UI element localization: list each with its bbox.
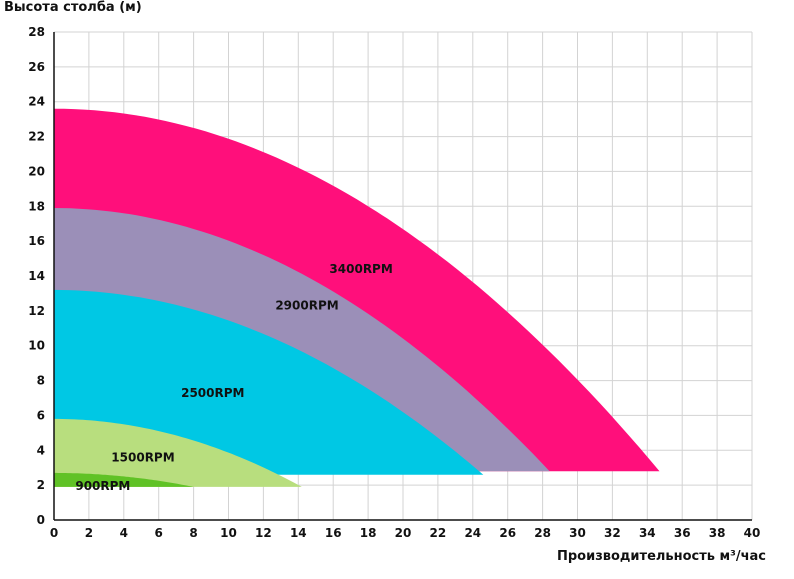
x-tick-label: 40 [744,526,761,540]
x-tick-label: 14 [290,526,307,540]
rpm-areas [54,108,660,487]
y-tick-label: 14 [28,269,45,283]
x-tick-label: 6 [155,526,163,540]
y-tick-label: 2 [37,478,45,492]
y-tick-label: 26 [28,60,45,74]
x-tick-label: 8 [189,526,197,540]
y-tick-label: 20 [28,164,45,178]
series-label-2900rpm: 2900RPM [275,299,338,313]
x-tick-label: 4 [120,526,128,540]
x-tick-label: 30 [569,526,586,540]
x-tick-label: 28 [534,526,551,540]
y-tick-label: 4 [37,443,45,457]
x-tick-label: 24 [464,526,481,540]
series-labels: 3400RPM 2900RPM 2500RPM 1500RPM 900RPM [75,262,392,493]
axes [53,32,752,521]
y-tick-label: 18 [28,199,45,213]
series-label-1500rpm: 1500RPM [111,450,174,464]
y-tick-label: 22 [28,130,45,144]
y-tick-label: 28 [28,25,45,39]
y-tick-label: 6 [37,408,45,422]
y-tick-label: 16 [28,234,45,248]
y-tick-label: 10 [28,339,45,353]
y-tick-label: 0 [37,513,45,527]
series-label-3400rpm: 3400RPM [329,262,392,276]
x-axis-title: Производительность м³/час [556,549,766,564]
x-tick-labels: 0 2 4 6 8 10 12 14 16 18 20 22 24 26 28 30 32 34 36 38 40 [50,526,761,540]
x-tick-label: 10 [220,526,237,540]
x-tick-label: 2 [85,526,93,540]
x-tick-label: 34 [639,526,656,540]
x-tick-label: 22 [430,526,447,540]
series-label-900rpm: 900RPM [75,479,130,493]
x-tick-label: 32 [604,526,621,540]
area-900rpm [54,472,194,487]
x-tick-label: 12 [255,526,272,540]
area-1500rpm [54,418,302,487]
x-tick-label: 0 [50,526,58,540]
x-tick-label: 20 [395,526,412,540]
area-2500rpm [54,289,484,475]
y-tick-label: 8 [37,374,45,388]
y-axis-title: Высота столба (м) [4,0,142,15]
x-tick-label: 16 [325,526,342,540]
series-label-2500rpm: 2500RPM [181,386,244,400]
x-tick-label: 36 [674,526,691,540]
x-tick-label: 18 [360,526,377,540]
x-tick-label: 26 [499,526,516,540]
y-tick-label: 12 [28,304,45,318]
x-tick-label: 38 [709,526,726,540]
y-tick-label: 24 [28,95,45,109]
